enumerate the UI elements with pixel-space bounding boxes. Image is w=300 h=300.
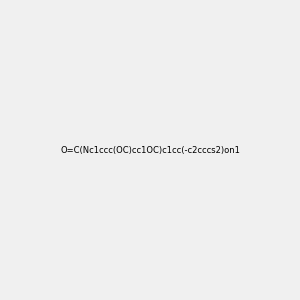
Text: O=C(Nc1ccc(OC)cc1OC)c1cc(-c2cccs2)on1: O=C(Nc1ccc(OC)cc1OC)c1cc(-c2cccs2)on1 — [60, 146, 240, 154]
